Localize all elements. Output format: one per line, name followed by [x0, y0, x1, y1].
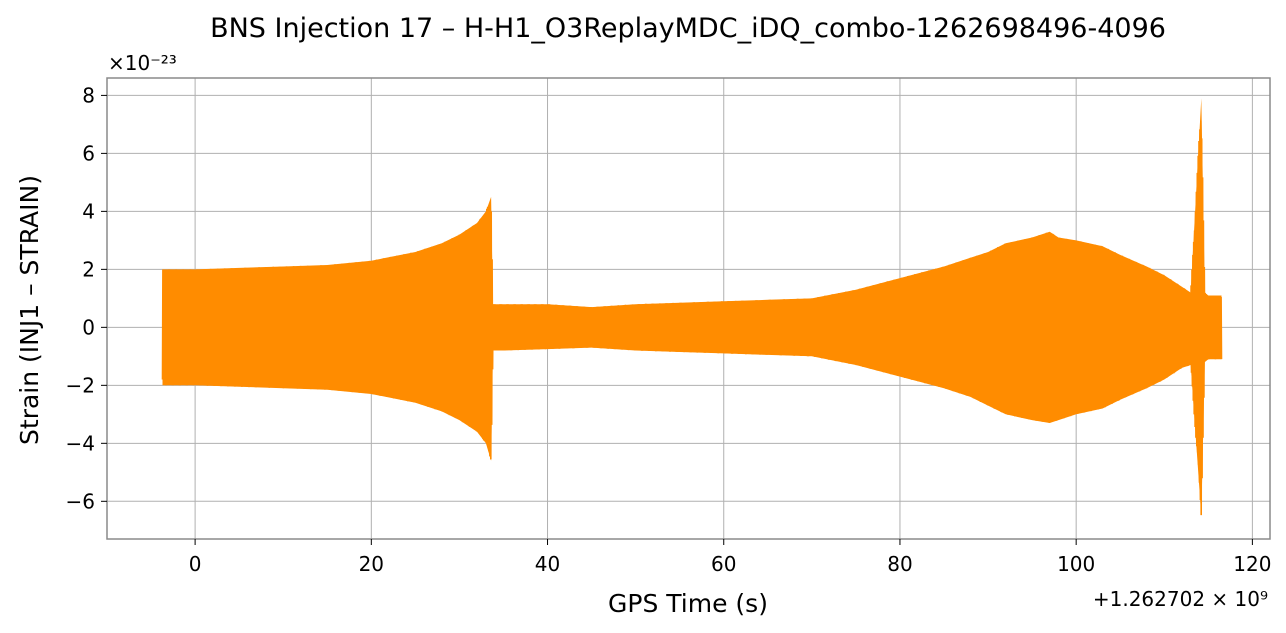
x-axis: 0 20 40 60 80 100 120 — [189, 539, 1271, 576]
x-axis-label: GPS Time (s) — [608, 589, 768, 618]
x-tick-label: 20 — [359, 552, 384, 576]
x-tick-label: 120 — [1233, 552, 1271, 576]
plot-area — [161, 98, 1223, 516]
y-axis-label: Strain (INJ1 – STRAIN) — [15, 175, 44, 445]
axes-frame — [106, 77, 1271, 540]
y-tick-label: 2 — [82, 257, 95, 281]
x-tick-label: 40 — [535, 552, 560, 576]
chart-title: BNS Injection 17 – H-H1_O3ReplayMDC_iDQ_… — [210, 13, 1166, 44]
x-tick-label: 0 — [189, 552, 202, 576]
y-tick-label: −6 — [66, 489, 95, 513]
x-offset-label: +1.262702 × 10⁹ — [1093, 587, 1268, 611]
x-tick-label: 60 — [711, 552, 736, 576]
y-tick-label: −4 — [66, 431, 95, 455]
y-axis: −6 −4 −2 0 2 4 6 8 — [66, 83, 107, 513]
x-tick-label: 80 — [887, 552, 912, 576]
y-tick-label: 4 — [82, 199, 95, 223]
y-scale-label: ×10⁻²³ — [108, 51, 177, 75]
y-tick-label: 8 — [82, 83, 95, 107]
y-tick-label: 0 — [82, 315, 95, 339]
y-tick-label: 6 — [82, 141, 95, 165]
y-tick-label: −2 — [66, 373, 95, 397]
x-tick-label: 100 — [1057, 552, 1095, 576]
strain-series-line — [161, 120, 1223, 516]
